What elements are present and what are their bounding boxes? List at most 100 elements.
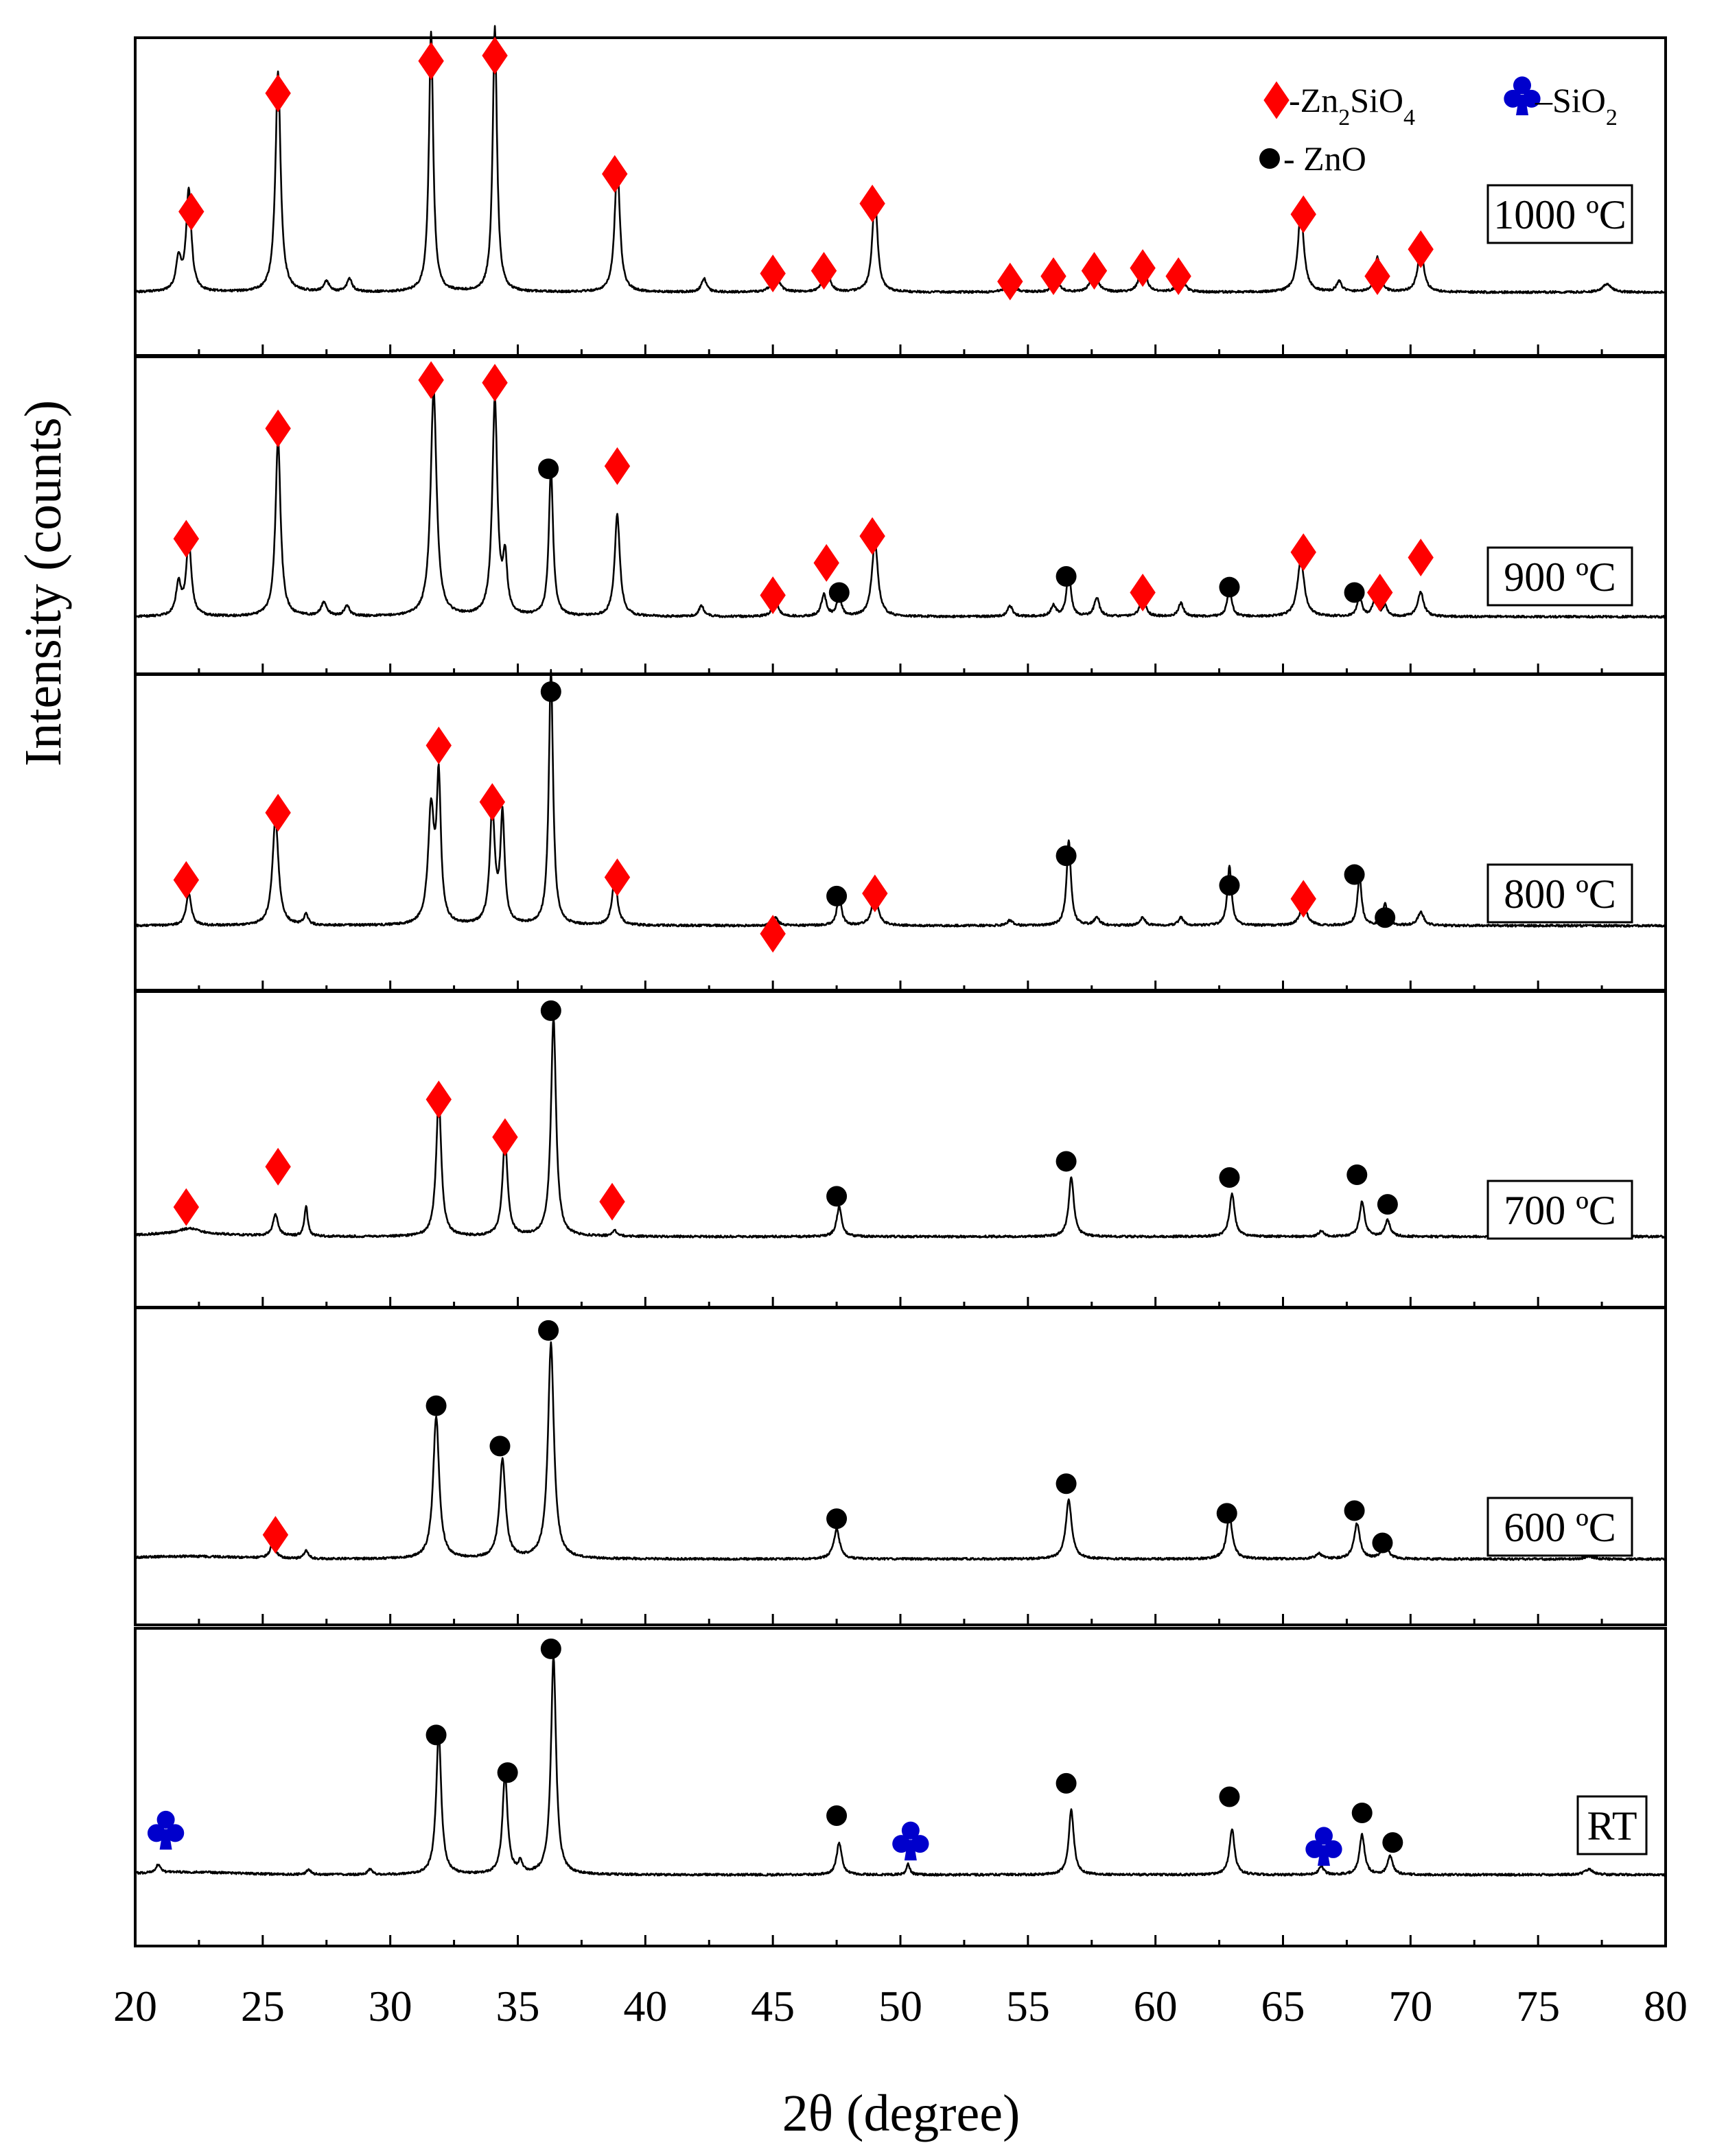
- zn2sio4-marker: [604, 447, 631, 485]
- zno-marker: [1219, 875, 1240, 896]
- zno-marker: [828, 582, 850, 603]
- zn2sio4-marker: [1290, 880, 1316, 918]
- zno-marker: [1056, 1151, 1077, 1172]
- zno-marker: [540, 1000, 561, 1021]
- legend-zno-label: - ZnO: [1283, 139, 1366, 178]
- x-tick-label: 40: [623, 1982, 667, 2030]
- zno-marker: [1344, 864, 1365, 885]
- y-axis-title: Intensity (counts): [14, 400, 72, 766]
- series-line: [134, 1656, 1666, 1877]
- x-tick-label: 60: [1134, 1982, 1178, 2030]
- zn2sio4-marker: [859, 185, 885, 223]
- panel-label: 1000 ºC: [1493, 192, 1626, 237]
- zno-marker: [1382, 1832, 1403, 1853]
- panels-group: 1000 ºC 900 ºC 800 ºC 700 ºC 600 ºC RT: [134, 25, 1667, 1947]
- panel-6: RT: [134, 1627, 1667, 1947]
- sio2-marker: [892, 1821, 929, 1861]
- legend-zn2sio4-label: -Zn2SiO4: [1289, 81, 1415, 130]
- zno-marker: [1351, 1803, 1373, 1824]
- zno-marker: [538, 458, 559, 480]
- panel-label-box: [1576, 1795, 1648, 1855]
- zno-marker: [1346, 1164, 1368, 1186]
- series-line: [134, 1341, 1667, 1561]
- zn2sio4-marker: [418, 42, 444, 80]
- zn2sio4-marker: [492, 1118, 518, 1156]
- zno-marker: [1344, 582, 1365, 603]
- zn2sio4-marker: [173, 860, 200, 899]
- x-tick-label: 65: [1261, 1982, 1305, 2030]
- zno-marker: [540, 1638, 561, 1659]
- zno-marker: [826, 1186, 848, 1207]
- series-line: [134, 388, 1666, 619]
- zn2sio4-marker: [1081, 252, 1108, 290]
- zn2sio4-marker: [265, 74, 291, 113]
- series-line: [134, 1017, 1667, 1239]
- zn2sio4-marker: [810, 252, 837, 290]
- zn2sio4-marker: [482, 36, 508, 75]
- zn2sio4-marker: [418, 361, 444, 399]
- zn2sio4-marker: [479, 783, 506, 821]
- zn2sio4-marker: [265, 793, 291, 832]
- x-tick-label: 55: [1006, 1982, 1050, 2030]
- zn2sio4-marker: [604, 858, 631, 896]
- panel-label: 700 ºC: [1504, 1188, 1616, 1233]
- legend-sio2-marker: [1504, 76, 1541, 115]
- sio2-marker: [147, 1810, 185, 1850]
- zn2sio4-marker: [862, 874, 888, 913]
- zno-marker: [1344, 1500, 1365, 1521]
- panel-label: RT: [1587, 1803, 1637, 1849]
- zn2sio4-marker: [602, 154, 628, 193]
- zn2sio4-marker: [425, 1080, 452, 1118]
- panel-label: 800 ºC: [1504, 871, 1616, 917]
- zno-marker: [826, 885, 848, 906]
- zno-marker: [540, 681, 561, 702]
- zno-marker: [425, 1395, 447, 1416]
- zn2sio4-marker: [425, 726, 452, 764]
- zno-marker: [1056, 845, 1077, 867]
- x-tick-label: 35: [496, 1982, 540, 2030]
- x-tick-label: 70: [1388, 1982, 1432, 2030]
- zn2sio4-marker: [1408, 230, 1434, 268]
- zno-marker: [1377, 1194, 1398, 1215]
- zn2sio4-marker: [1290, 533, 1316, 572]
- zno-marker: [1219, 576, 1240, 598]
- zn2sio4-marker: [1408, 539, 1434, 577]
- legend-zn2sio4-marker: [1263, 81, 1290, 119]
- sio2-marker: [1305, 1827, 1342, 1866]
- zn2sio4-marker: [1364, 257, 1390, 295]
- zn2sio4-marker: [173, 1188, 200, 1226]
- zno-marker: [826, 1805, 848, 1826]
- panel-label-box: [1486, 546, 1633, 607]
- panel-label: 900 ºC: [1504, 554, 1616, 600]
- x-axis-title: 2θ (degree): [782, 2085, 1021, 2142]
- zn2sio4-marker: [997, 262, 1023, 301]
- x-tick-label: 25: [241, 1982, 285, 2030]
- zn2sio4-marker: [760, 915, 786, 953]
- zn2sio4-marker: [262, 1516, 289, 1554]
- zn2sio4-marker: [1290, 195, 1316, 233]
- panel-label-box: [1486, 1497, 1633, 1557]
- panel-1: 1000 ºC: [134, 25, 1667, 357]
- panel-label-box: [1486, 184, 1633, 244]
- zno-marker: [497, 1762, 518, 1783]
- zn2sio4-marker: [859, 517, 885, 555]
- series-line: [134, 668, 1667, 928]
- legend-sio2-label: –SiO2: [1535, 81, 1618, 130]
- legend-zno-marker: [1259, 148, 1280, 169]
- zn2sio4-marker: [482, 364, 508, 402]
- x-tick-labels: 20 25 30 35 40 45 50 55 60 65 70 75 80: [113, 1982, 1688, 2030]
- x-tick-label: 75: [1516, 1982, 1560, 2030]
- zn2sio4-marker: [1165, 257, 1191, 295]
- x-tick-label: 45: [751, 1982, 795, 2030]
- zno-marker: [538, 1320, 559, 1341]
- zno-marker: [1219, 1167, 1240, 1188]
- zn2sio4-marker: [1367, 574, 1393, 612]
- zno-marker: [1375, 907, 1396, 928]
- panel-label: 600 ºC: [1504, 1505, 1616, 1550]
- zno-marker: [489, 1436, 511, 1457]
- x-tick-label: 50: [878, 1982, 922, 2030]
- legend: -Zn2SiO4 –SiO2 - ZnO: [1259, 76, 1618, 178]
- zn2sio4-marker: [265, 1147, 291, 1186]
- zn2sio4-marker: [173, 519, 200, 558]
